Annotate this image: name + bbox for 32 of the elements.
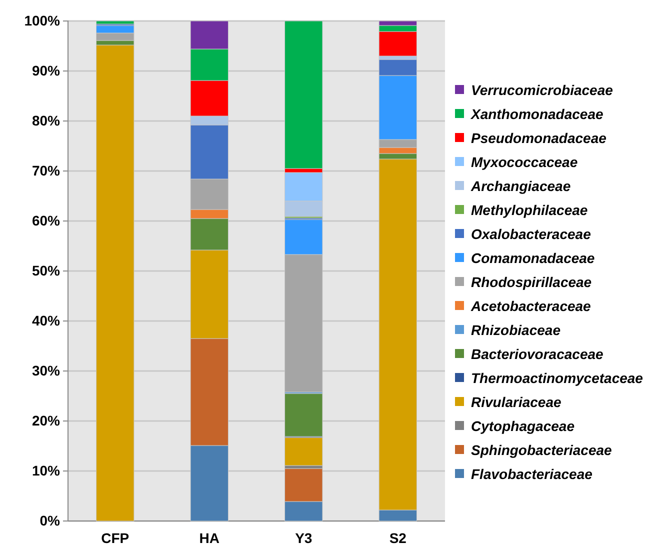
y-tick-label: 70%	[32, 162, 61, 178]
y-tick-label: 60%	[32, 212, 61, 228]
x-tick-label: CFP	[101, 530, 130, 546]
legend-label: Xanthomonadaceae	[470, 106, 604, 122]
legend-label: Thermoactinomycetaceae	[471, 370, 644, 386]
legend-label: Rivulariaceae	[471, 394, 562, 410]
legend-label: Rhizobiaceae	[471, 322, 561, 338]
y-tick-label: 30%	[32, 362, 61, 378]
legend-label: Archangiaceae	[470, 178, 571, 194]
legend-label: Methylophilaceae	[471, 202, 588, 218]
y-tick-label: 80%	[32, 112, 61, 128]
legend-label: Flavobacteriaceae	[471, 466, 593, 482]
x-tick-label: S2	[389, 530, 407, 546]
x-tick-label: Y3	[295, 530, 312, 546]
y-tick-label: 10%	[32, 462, 61, 478]
legend-label: Oxalobacteraceae	[471, 226, 592, 242]
legend-label: Bacteriovoracaceae	[471, 346, 604, 362]
y-tick-label: 20%	[32, 412, 61, 428]
legend-label: Rhodospirillaceae	[471, 274, 592, 290]
y-tick-label: 50%	[32, 262, 61, 278]
legend-label: Acetobacteraceae	[470, 298, 592, 314]
legend-label: Sphingobacteriaceae	[471, 442, 612, 458]
y-tick-label: 90%	[32, 62, 61, 78]
legend-label: Myxococcaceae	[471, 154, 578, 170]
legend-label: Comamonadaceae	[471, 250, 595, 266]
y-tick-label: 0%	[40, 512, 61, 528]
y-tick-label: 100%	[24, 12, 61, 28]
x-tick-label: HA	[199, 530, 220, 546]
legend-label: Pseudomonadaceae	[471, 130, 607, 146]
y-tick-label: 40%	[32, 312, 61, 328]
legend-label: Verrucomicrobiaceae	[471, 82, 614, 98]
legend-label: Cytophagaceae	[471, 418, 575, 434]
